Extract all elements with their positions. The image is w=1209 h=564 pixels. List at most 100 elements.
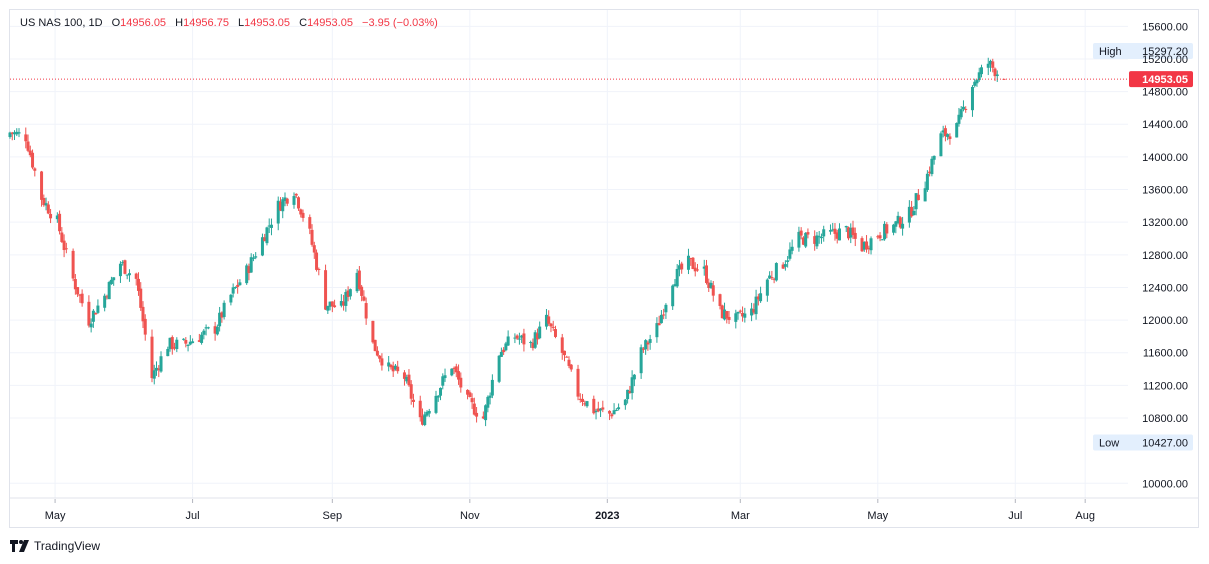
candle	[89, 318, 93, 333]
candle	[60, 227, 64, 243]
candle	[596, 401, 600, 413]
candle-body	[657, 323, 661, 326]
candle-body	[693, 267, 697, 272]
candle-body	[393, 365, 397, 370]
candle	[123, 259, 127, 275]
candle-body	[535, 333, 539, 340]
candle-body	[1002, 78, 1006, 80]
candle-body	[601, 407, 605, 410]
candle	[806, 228, 810, 239]
candle	[202, 328, 206, 340]
candle	[269, 218, 273, 236]
time-tick-label: Sep	[323, 510, 343, 522]
candle	[896, 211, 900, 225]
candle-body	[80, 293, 84, 304]
candle	[849, 223, 853, 244]
candle-body	[411, 399, 415, 402]
price-axis: 15600.00 15200.00 14800.00 14400.00 14000.00…	[1142, 21, 1188, 490]
candle-body	[308, 217, 312, 229]
candle-body	[910, 206, 914, 217]
close-value: 14953.05	[307, 17, 353, 29]
candle	[578, 393, 582, 403]
candle	[599, 408, 603, 417]
candle	[531, 338, 535, 351]
candle	[76, 287, 80, 298]
candle-body	[581, 398, 585, 403]
candle-body	[420, 415, 424, 425]
candle-body	[330, 301, 334, 307]
candle	[457, 364, 461, 385]
candle-body	[125, 274, 129, 276]
candle	[614, 408, 618, 412]
candle	[342, 294, 346, 311]
candle-body	[801, 237, 805, 245]
candle	[136, 272, 140, 296]
candle-body	[278, 201, 282, 211]
candle	[173, 342, 177, 351]
tradingview-logo[interactable]: TradingView	[10, 539, 100, 553]
candle-body	[892, 224, 896, 233]
candle	[756, 293, 760, 306]
candle-body	[166, 348, 170, 357]
candle-body	[439, 387, 443, 396]
candle	[324, 264, 328, 311]
candle	[986, 57, 990, 76]
candle	[648, 334, 652, 350]
candle-body	[276, 200, 280, 224]
candle-body	[837, 228, 841, 241]
candle	[267, 218, 271, 233]
candle-body	[484, 405, 488, 421]
candle	[677, 259, 681, 277]
candle-body	[62, 240, 66, 251]
candle-body	[628, 391, 632, 394]
candle	[265, 226, 269, 246]
candle-body	[664, 304, 668, 313]
candle-body	[783, 264, 787, 267]
candle	[504, 341, 508, 352]
candle	[206, 326, 210, 330]
candle	[396, 360, 400, 374]
candle-body	[389, 364, 393, 368]
candle-body	[55, 215, 59, 220]
candle	[529, 340, 533, 348]
candle-body	[876, 236, 880, 238]
price-tick-label: 12800.00	[1142, 250, 1188, 262]
price-tick-label: 10000.00	[1142, 478, 1188, 490]
candle-body	[772, 278, 776, 280]
candle-body	[529, 341, 533, 343]
high-key: H	[175, 17, 184, 29]
candle	[932, 155, 936, 165]
candle	[533, 330, 537, 349]
candle	[720, 304, 724, 319]
candle	[40, 170, 44, 207]
candle-body	[342, 301, 346, 306]
candle	[105, 294, 109, 300]
candle-body	[639, 347, 643, 374]
candle-body	[436, 395, 440, 398]
candle	[515, 334, 519, 340]
candle	[49, 208, 53, 224]
candle-body	[486, 396, 490, 408]
candle-body	[515, 335, 519, 339]
candle	[238, 279, 242, 286]
candle-body	[497, 355, 501, 382]
symbol-label[interactable]: US NAS 100, 1D	[20, 17, 103, 29]
candle-body	[91, 310, 95, 322]
candle	[659, 310, 663, 324]
candle	[833, 223, 837, 241]
candle-body	[576, 368, 580, 397]
candle	[200, 332, 204, 345]
candle-body	[269, 224, 273, 228]
candle	[517, 332, 521, 345]
candle-body	[249, 257, 253, 273]
candle	[326, 305, 330, 314]
candle	[957, 107, 961, 127]
candle	[772, 277, 776, 284]
candle	[357, 265, 361, 291]
candle	[844, 225, 848, 233]
candle-body	[718, 294, 722, 306]
candle	[617, 403, 621, 411]
candle	[94, 312, 98, 315]
candle	[910, 200, 914, 218]
